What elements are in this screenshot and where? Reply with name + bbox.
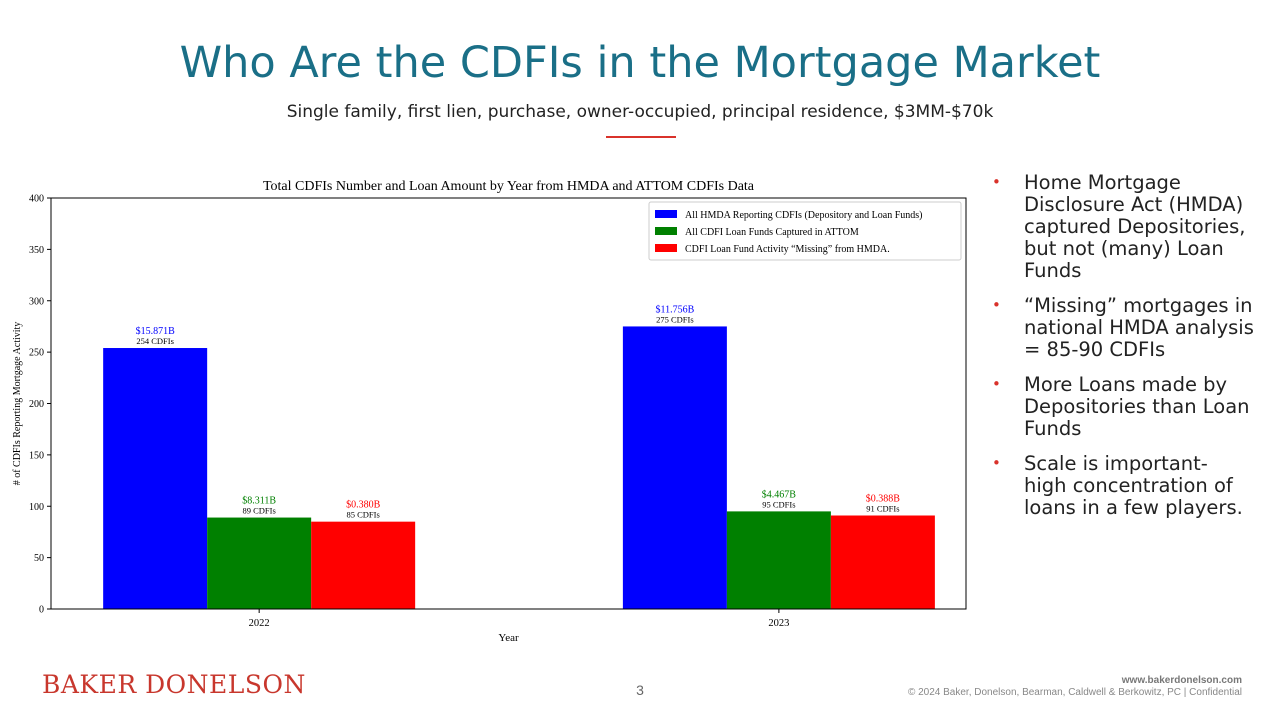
bullet-icon: • [992, 173, 1001, 191]
bar-2022-series-1 [103, 348, 208, 609]
y-tick-label: 400 [29, 194, 44, 205]
copyright-notice: © 2024 Baker, Donelson, Bearman, Caldwel… [907, 687, 1242, 698]
bar-2022-series-2 [207, 517, 312, 609]
y-tick-label: 300 [29, 296, 44, 307]
bullet-item: • More Loans made by Depositories than Lo… [992, 374, 1254, 440]
x-tick-label: 2022 [249, 618, 270, 629]
bullet-item: • Home Mortgage Disclosure Act (HMDA) cap… [992, 172, 1254, 282]
bar-amount-label: $15.871B [136, 326, 176, 337]
legend-label: All CDFI Loan Funds Captured in ATTOM [685, 227, 859, 238]
bar-2022-series-3 [311, 521, 416, 609]
x-axis-label: Year [498, 632, 519, 644]
y-tick-label: 0 [39, 605, 44, 616]
bar-amount-label: $11.756B [655, 304, 694, 315]
bar-count-label: 254 CDFIs [136, 336, 174, 346]
bullet-icon: • [992, 375, 1001, 393]
bullet-text: Home Mortgage Disclosure Act (HMDA) capt… [1024, 171, 1246, 282]
bullet-icon: • [992, 296, 1001, 314]
legend-swatch [655, 244, 677, 252]
legend-label: All HMDA Reporting CDFIs (Depository and… [685, 210, 923, 221]
company-logo: BAKER DONELSON [42, 670, 306, 699]
y-tick-label: 100 [29, 502, 44, 513]
legend-label: CDFI Loan Fund Activity “Missing” from H… [685, 244, 890, 255]
bar-count-label: 89 CDFIs [243, 506, 276, 516]
bullet-list: • Home Mortgage Disclosure Act (HMDA) cap… [992, 172, 1254, 532]
bullet-text: “Missing” mortgages in national HMDA ana… [1024, 294, 1254, 361]
bar-count-label: 95 CDFIs [762, 499, 795, 509]
plot-frame [50, 197, 967, 610]
bar-amount-label: $8.311B [242, 496, 276, 507]
bullet-item: • Scale is important- high concentration … [992, 453, 1254, 519]
y-tick-label: 200 [29, 399, 44, 410]
bar-amount-label: $0.388B [866, 493, 901, 504]
title-divider [606, 136, 676, 138]
bullet-item: • “Missing” mortgages in national HMDA an… [992, 295, 1254, 361]
bar-amount-label: $4.467B [762, 489, 797, 500]
bar-2023-series-1 [622, 326, 727, 609]
y-tick-label: 250 [29, 348, 44, 359]
legend-box [648, 201, 962, 261]
y-tick-label: 150 [29, 450, 44, 461]
slide-subtitle: Single family, first lien, purchase, own… [286, 102, 994, 122]
chart-title: Total CDFIs Number and Loan Amount by Ye… [263, 179, 755, 194]
bullet-text: Scale is important- high concentration o… [1024, 452, 1243, 519]
legend-swatch [655, 210, 677, 218]
y-tick-label: 350 [29, 245, 44, 256]
bullet-icon: • [992, 454, 1001, 472]
page-number: 3 [636, 682, 644, 698]
y-axis-label: # of CDFIs Reporting Mortgage Activity [12, 322, 23, 486]
bar-2023-series-3 [830, 515, 935, 609]
slide-title: Who Are the CDFIs in the Mortgage Market [179, 38, 1101, 88]
bar-chart: Total CDFIs Number and Loan Amount by Ye… [12, 179, 967, 644]
website-url[interactable]: www.bakerdonelson.com [1121, 675, 1242, 686]
bullet-text: More Loans made by Depositories than Loa… [1024, 373, 1250, 440]
legend-swatch [655, 227, 677, 235]
bar-count-label: 275 CDFIs [656, 314, 694, 324]
bar-count-label: 91 CDFIs [866, 503, 899, 513]
x-tick-label: 2023 [768, 618, 789, 629]
bar-2023-series-2 [726, 511, 831, 609]
bar-count-label: 85 CDFIs [347, 510, 380, 520]
bar-amount-label: $0.380B [346, 500, 381, 511]
y-tick-label: 50 [34, 553, 44, 564]
